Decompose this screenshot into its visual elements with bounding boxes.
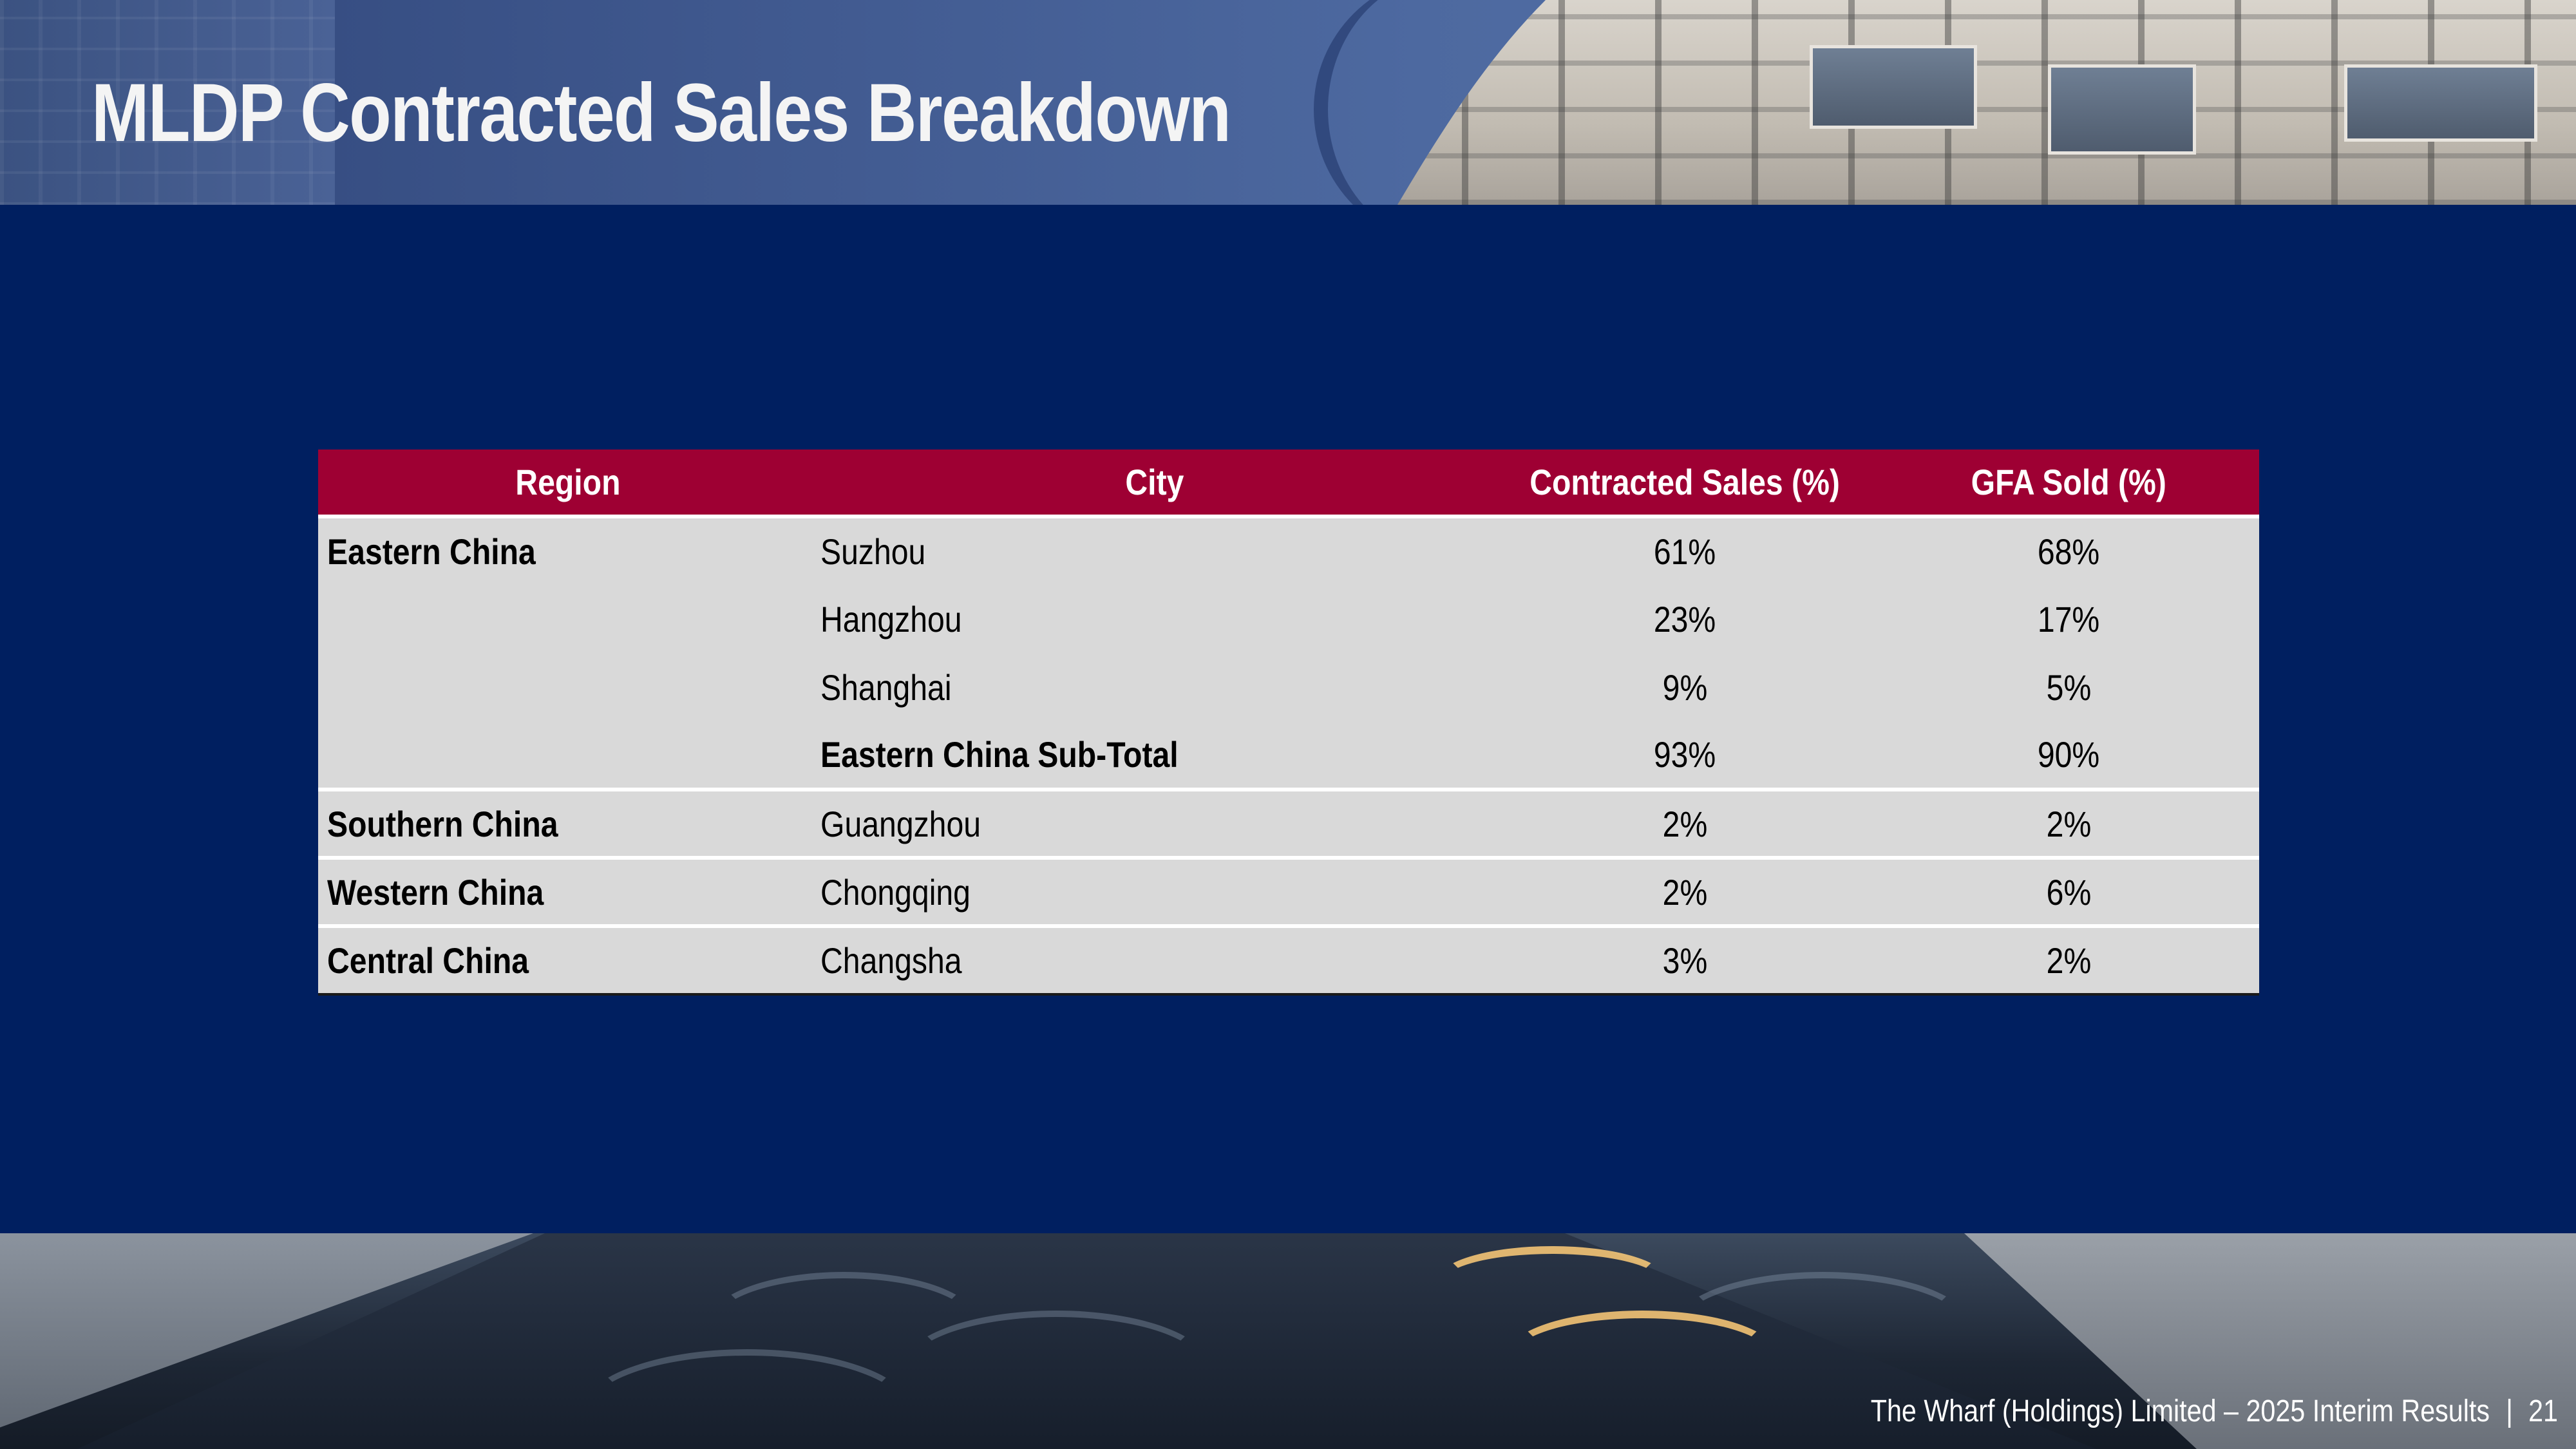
gfa-sold-cell: 5%: [1878, 653, 2259, 721]
contracted-sales-cell: 2%: [1492, 858, 1878, 928]
region-cell: Eastern China: [318, 516, 818, 585]
city-cell: Changsha: [818, 926, 1492, 996]
table-header-row: Region City Contracted Sales (%) GFA Sol…: [318, 450, 2259, 518]
region-cell: [318, 585, 818, 653]
city-cell: Shanghai: [818, 653, 1492, 721]
city-cell: Suzhou: [818, 516, 1492, 585]
table-row: Hangzhou 23% 17%: [318, 585, 2259, 653]
city-cell: Hangzhou: [818, 585, 1492, 653]
gfa-sold-cell: 68%: [1878, 516, 2259, 585]
header-building-photo-right: [1365, 0, 2576, 205]
footer-banner: [0, 1233, 2576, 1449]
contracted-sales-cell: 3%: [1492, 926, 1878, 996]
building-window: [2344, 64, 2537, 142]
contracted-sales-cell: 23%: [1492, 585, 1878, 653]
water-ripple: [580, 1349, 914, 1449]
page-number: 21: [2528, 1394, 2558, 1428]
column-header-city: City: [818, 450, 1492, 518]
water-ripple: [902, 1311, 1211, 1426]
contracted-sales-cell: 93%: [1492, 721, 1878, 791]
lit-water-edge: [1436, 1246, 1668, 1317]
gfa-sold-cell: 90%: [1878, 721, 2259, 791]
header-building-photo-left: [0, 0, 335, 205]
region-cell: Western China: [318, 858, 818, 928]
column-header-region: Region: [318, 450, 818, 518]
contracted-sales-table: Region City Contracted Sales (%) GFA Sol…: [318, 450, 2259, 996]
contracted-sales-cell: 61%: [1492, 516, 1878, 585]
footer-caption: The Wharf (Holdings) Limited – 2025 Inte…: [1871, 1392, 2558, 1431]
column-header-gfa-sold: GFA Sold (%): [1878, 450, 2259, 518]
page-title: MLDP Contracted Sales Breakdown: [91, 67, 1231, 159]
region-cell: Central China: [318, 926, 818, 996]
table-row: Southern China Guangzhou 2% 2%: [318, 790, 2259, 860]
gfa-sold-cell: 2%: [1878, 790, 2259, 860]
column-header-contracted-sales: Contracted Sales (%): [1492, 450, 1878, 518]
region-cell: [318, 653, 818, 721]
table-row: Shanghai 9% 5%: [318, 653, 2259, 721]
contracted-sales-cell: 9%: [1492, 653, 1878, 721]
footer-separator: |: [2506, 1394, 2514, 1428]
city-cell: Guangzhou: [818, 790, 1492, 860]
building-window: [1810, 45, 1977, 129]
header-banner: [0, 0, 2576, 205]
subtotal-label-cell: Eastern China Sub-Total: [818, 721, 1492, 791]
footer-company-results: The Wharf (Holdings) Limited – 2025 Inte…: [1870, 1394, 2490, 1428]
region-cell: Southern China: [318, 790, 818, 860]
city-cell: Chongqing: [818, 858, 1492, 928]
water-ripple: [708, 1272, 979, 1375]
building-window: [2048, 64, 2196, 155]
table-row: Western China Chongqing 2% 6%: [318, 858, 2259, 928]
gfa-sold-cell: 2%: [1878, 926, 2259, 996]
region-cell: [318, 721, 818, 791]
gfa-sold-cell: 17%: [1878, 585, 2259, 653]
contracted-sales-cell: 2%: [1492, 790, 1878, 860]
table-row: Central China Changsha 3% 2%: [318, 926, 2259, 996]
water-ripple: [1674, 1272, 1971, 1381]
subtotal-row: Eastern China Sub-Total 93% 90%: [318, 721, 2259, 791]
table-row: Eastern China Suzhou 61% 68%: [318, 516, 2259, 585]
gfa-sold-cell: 6%: [1878, 858, 2259, 928]
